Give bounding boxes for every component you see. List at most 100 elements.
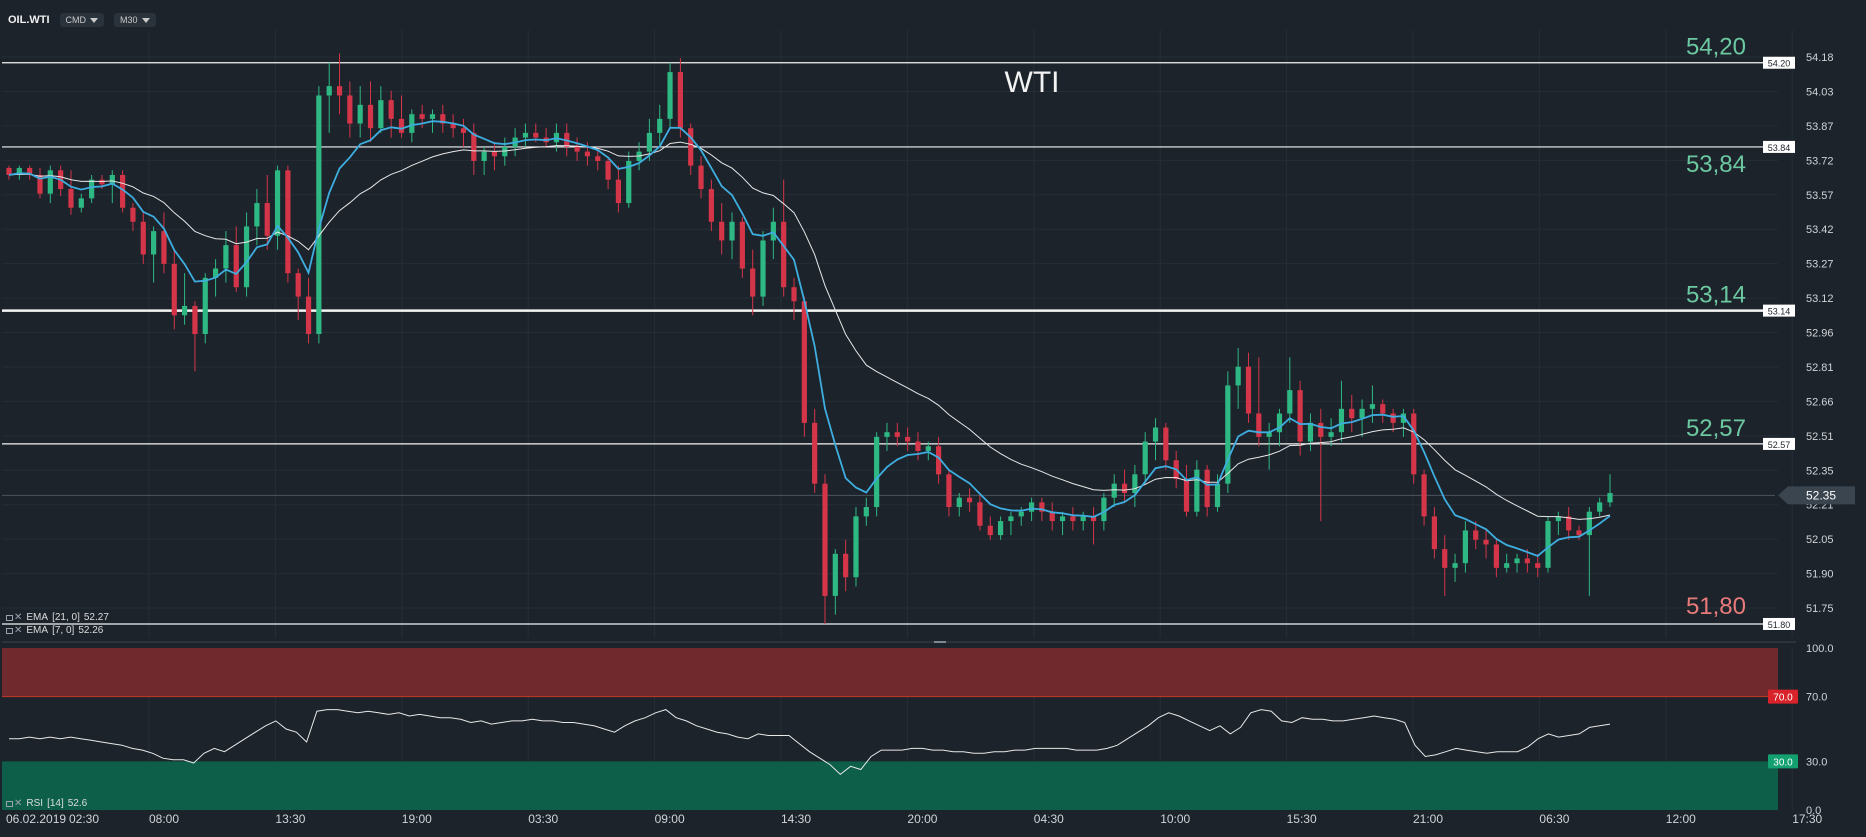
candle-body (1328, 432, 1334, 437)
candle (295, 268, 301, 320)
candle-body (533, 132, 539, 138)
symbol-label[interactable]: OIL.WTI (8, 14, 50, 26)
candle-body (781, 221, 787, 288)
candle-body (770, 221, 776, 241)
y-tick-label: 53.57 (1806, 190, 1834, 202)
y-tick-label: 52.51 (1806, 431, 1834, 443)
rsi-tick-label: 70.0 (1806, 692, 1827, 704)
ema7-legend: ✕ EMA [7, 0] 52.26 (6, 625, 103, 636)
candle (1142, 432, 1148, 484)
candle (1225, 371, 1231, 494)
candle-body (254, 203, 260, 227)
candle-body (16, 167, 22, 175)
candle (1431, 507, 1438, 559)
candle (677, 58, 683, 138)
candle-body (1018, 511, 1024, 517)
candle-body (274, 170, 281, 236)
y-tick-label: 54.18 (1806, 52, 1834, 64)
x-tick-label: 14:30 (781, 812, 811, 826)
chart-title: WTI (1005, 66, 1060, 99)
candle (1473, 521, 1479, 550)
candle-body (1607, 493, 1613, 503)
candle-body (440, 114, 446, 124)
candle-body (626, 160, 632, 204)
x-tick-label: 06.02.2019 (6, 812, 66, 826)
candle-body (264, 203, 270, 236)
candle-body (574, 146, 580, 152)
candle (1121, 469, 1128, 503)
candle (987, 516, 993, 540)
candle-body (1545, 521, 1551, 568)
rsi-oversold-zone (2, 761, 1778, 810)
candle-body (853, 516, 859, 578)
candle-body (739, 221, 745, 269)
candle (884, 422, 890, 451)
candle (336, 53, 343, 115)
candle (791, 277, 797, 320)
candle-body (1132, 474, 1138, 494)
candle (1307, 413, 1314, 451)
timeframe-dropdown[interactable]: M30 (114, 13, 156, 27)
candle-body (99, 179, 105, 185)
level-axis-label: 54.20 (1768, 59, 1791, 69)
candle-body (1524, 558, 1530, 564)
x-tick-label: 10:00 (1160, 812, 1190, 826)
candle (1597, 497, 1603, 517)
rsi-line (9, 709, 1611, 776)
ema7-name: EMA (26, 625, 49, 636)
current-price-label: 52.35 (1806, 488, 1836, 502)
candle-body (708, 189, 714, 222)
indicator-settings-icon[interactable]: ✕ (6, 625, 22, 635)
candle-body (398, 118, 405, 133)
candle-body (336, 86, 343, 96)
candle-body (130, 207, 136, 222)
indicator-settings-icon[interactable]: ✕ (6, 612, 22, 622)
candle (130, 203, 136, 232)
candle (615, 165, 622, 213)
candle (1287, 357, 1293, 423)
candle (1493, 539, 1499, 578)
candle-body (905, 436, 911, 442)
overbought-badge (1768, 689, 1798, 704)
rsi-value: 52.6 (67, 798, 88, 809)
candle (812, 408, 818, 494)
rsi-tick-label: 30.0 (1806, 756, 1827, 768)
candle (1545, 516, 1551, 573)
candle (419, 104, 425, 129)
ema7-params: [7, 0] (52, 625, 75, 636)
mode-dropdown[interactable]: CMD (59, 13, 105, 27)
candle (398, 95, 405, 138)
candle-body (1431, 516, 1438, 550)
candle-body (750, 268, 756, 297)
x-tick-label: 08:00 (149, 812, 179, 826)
candle (1452, 553, 1458, 582)
candle-body (936, 446, 942, 475)
candle-body (37, 174, 43, 194)
levels: 54.20 54,20 53.84 53,84 53.14 53,14 52.57 52,57… (2, 34, 1795, 630)
candle-body (791, 287, 797, 302)
candle-body (1101, 497, 1107, 522)
candle-body (584, 151, 591, 157)
x-tick-label: 02:30 (69, 812, 99, 826)
indicator-settings-icon[interactable]: ✕ (6, 798, 22, 808)
candle-body (151, 231, 157, 255)
candle-body (1059, 516, 1066, 522)
level-axis-badge (1763, 617, 1795, 630)
candle-body (1318, 422, 1324, 437)
candle-body (1090, 516, 1097, 522)
candle (915, 432, 921, 461)
candle-body (460, 128, 467, 133)
ema21-line (8, 141, 1611, 520)
candle-body (956, 497, 962, 508)
candle (1049, 502, 1055, 531)
candle-body (1359, 408, 1365, 419)
level-big-label: 53,14 (1686, 282, 1746, 309)
candle (120, 170, 126, 213)
pane-resize-handle[interactable] (934, 641, 946, 643)
level-axis-label: 51.80 (1768, 620, 1791, 630)
candle (1008, 511, 1014, 536)
candle (68, 170, 74, 215)
candle-body (1597, 502, 1603, 512)
candle (967, 488, 973, 512)
